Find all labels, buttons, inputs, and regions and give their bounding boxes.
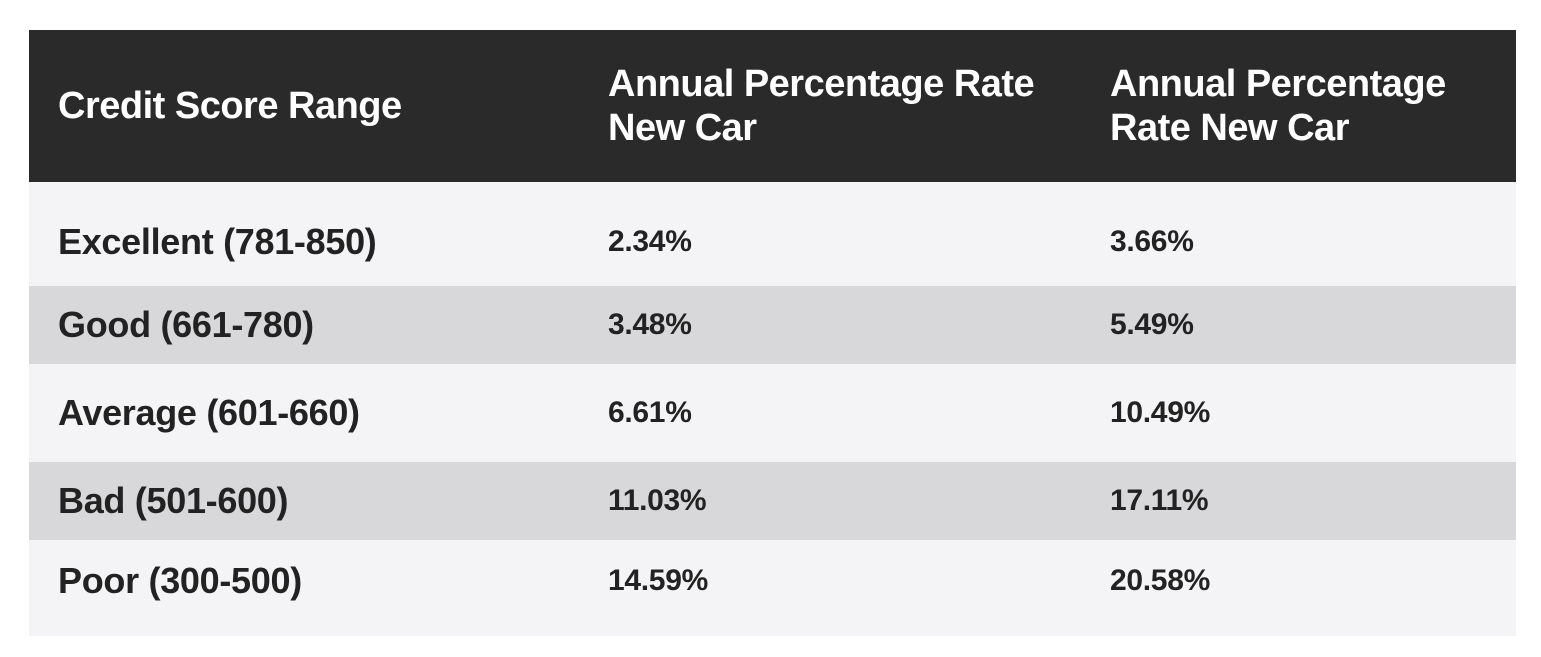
apr-cell: 6.61% xyxy=(608,396,692,429)
apr-cell: 5.49% xyxy=(1110,308,1194,341)
apr-cell: 3.66% xyxy=(1110,225,1194,258)
table-row: Poor (300-500) 14.59% 20.58% xyxy=(29,540,1516,636)
apr-cell: 3.48% xyxy=(608,308,692,341)
credit-score-range-cell: Excellent (781-850) xyxy=(58,221,377,262)
header-apr-column-2: Annual Percentage Rate New Car xyxy=(1110,63,1446,149)
header-apr-column-1: Annual Percentage Rate New Car xyxy=(608,63,1035,149)
credit-score-range-cell: Poor (300-500) xyxy=(58,560,302,601)
apr-table: Credit Score Range Annual Percentage Rat… xyxy=(29,30,1516,636)
credit-score-range-cell: Good (661-780) xyxy=(58,304,314,345)
table-row: Bad (501-600) 11.03% 17.11% xyxy=(29,462,1516,540)
credit-score-range-cell: Bad (501-600) xyxy=(58,480,289,521)
table-row: Excellent (781-850) 2.34% 3.66% xyxy=(29,182,1516,286)
apr-cell: 10.49% xyxy=(1110,396,1210,429)
apr-cell: 2.34% xyxy=(608,225,692,258)
table-header: Credit Score Range Annual Percentage Rat… xyxy=(29,30,1516,182)
header-credit-score-range: Credit Score Range xyxy=(58,85,402,127)
table-row: Average (601-660) 6.61% 10.49% xyxy=(29,364,1516,462)
credit-score-range-cell: Average (601-660) xyxy=(58,392,360,433)
apr-cell: 11.03% xyxy=(608,484,707,517)
apr-cell: 17.11% xyxy=(1110,484,1209,517)
apr-cell: 20.58% xyxy=(1110,564,1210,597)
table-row: Good (661-780) 3.48% 5.49% xyxy=(29,286,1516,364)
apr-cell: 14.59% xyxy=(608,564,708,597)
